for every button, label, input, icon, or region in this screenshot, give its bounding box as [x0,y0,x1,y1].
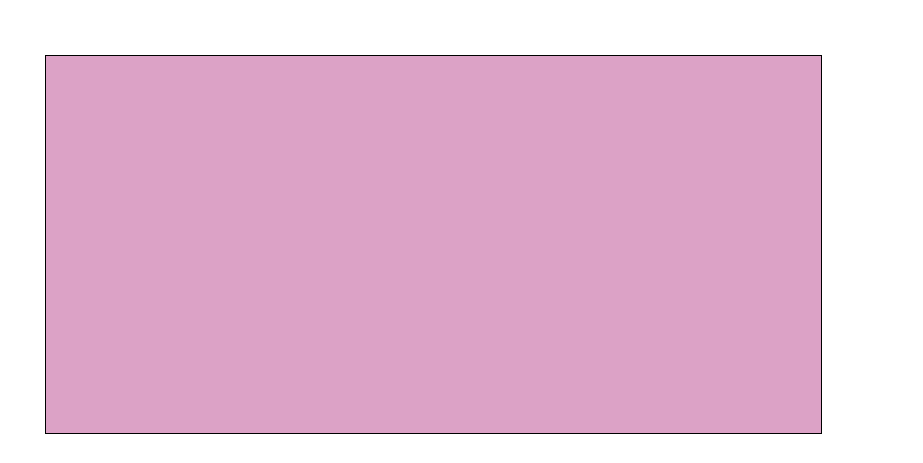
map-canvas [45,55,822,434]
cape-field-map [46,56,821,433]
colorbar-unit-label [890,202,910,278]
